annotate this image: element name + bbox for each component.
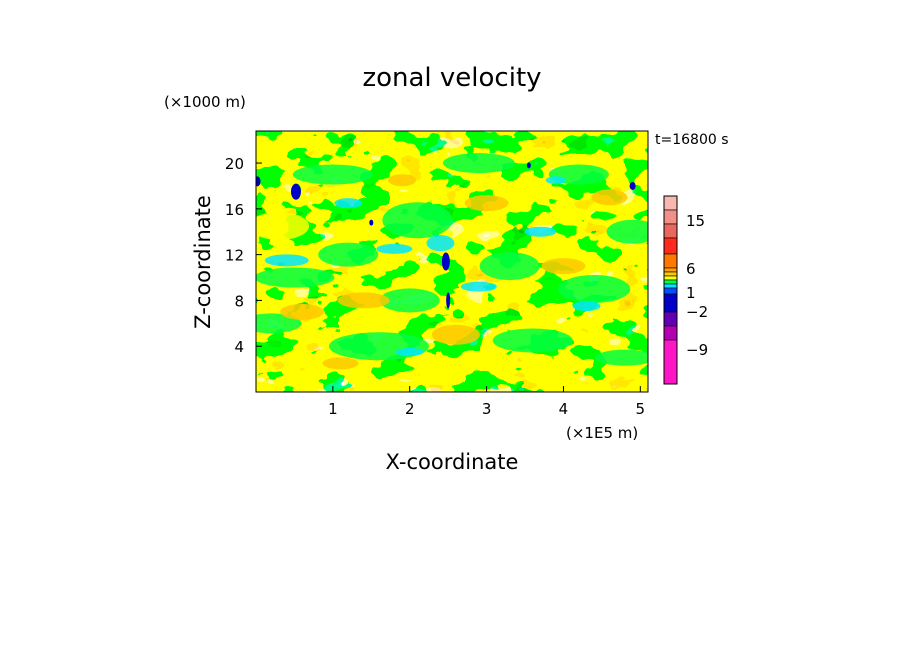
field-feature [369,219,374,226]
field-feature [382,202,453,239]
colorbar-tick-label: −9 [686,341,708,359]
field-feature [318,242,379,267]
field-feature [541,258,586,275]
x-tick-label: 1 [328,400,338,418]
field-feature [376,243,413,254]
field-feature [606,219,648,244]
field-feature [256,212,310,241]
field-feature [426,235,455,252]
chart-title: zonal velocity [362,63,541,93]
field-feature [629,181,636,190]
colorbar-swatch [663,283,678,289]
colorbar-tick-label: 15 [686,212,705,230]
field-feature [524,226,557,237]
field-feature [395,347,424,356]
colorbar-swatch [663,287,678,295]
y-tick-label: 16 [225,201,244,219]
field-feature [334,198,363,209]
y-tick-label: 12 [225,247,244,265]
field-feature [337,292,390,309]
field-feature [256,267,335,288]
field-feature [526,162,531,169]
field-feature [464,195,509,212]
colorbar-frame [663,195,678,385]
y-tick-label: 4 [234,338,244,356]
x-tick-label: 4 [559,400,569,418]
field-feature [442,153,515,174]
colorbar-swatch [663,223,678,239]
field-feature [379,288,440,313]
colorbar: 15 6 1−2 −9 [663,195,708,385]
y-tick-label: 20 [225,155,244,173]
field-feature [256,176,261,187]
x-axis-ticks: 1 2 3 4 5 [328,386,645,418]
field-feature [290,183,301,200]
colorbar-swatch [663,209,678,225]
heatmap-features [256,153,648,370]
colorbar-tick-label: 6 [686,260,696,278]
colorbar-swatch [663,267,678,273]
field-feature [264,254,309,267]
y-axis-label: Z-coordinate [191,195,215,329]
field-feature [388,174,417,187]
field-feature [572,301,601,312]
colorbar-swatch [663,195,678,211]
colorbar-swatch [663,253,678,269]
x-tick-label: 3 [482,400,492,418]
field-feature [441,252,450,271]
time-label: t=16800 s [655,132,729,148]
x-tick-label: 5 [636,400,646,418]
field-feature [479,252,540,281]
colorbar-swatch [663,339,678,385]
field-feature [460,281,497,292]
colorbar-tick-label: −2 [686,303,708,321]
colorbar-swatch [663,311,678,327]
colorbar-swatch [663,237,678,255]
field-feature [328,332,429,361]
plot-frame [255,130,649,393]
field-feature [545,176,566,185]
colorbar-swatch [663,271,678,277]
x-tick-label: 2 [405,400,415,418]
x-unit-label: (×1E5 m) [566,424,638,442]
colorbar-swatch [663,293,678,313]
field-feature [322,357,359,370]
field-feature [431,324,480,345]
field-feature [292,164,373,185]
colorbar-tick-label: 1 [686,284,696,302]
field-feature [558,274,631,303]
field-feature [594,349,648,366]
y-unit-label: (×1000 m) [164,93,246,111]
colorbar-swatch [663,279,678,285]
field-feature [446,292,451,309]
colorbar-swatch [663,325,678,341]
field-feature [280,303,325,320]
field-feature [591,189,628,206]
y-tick-label: 8 [234,292,244,310]
x-axis-label: X-coordinate [386,450,519,474]
field-feature [492,328,573,353]
colorbar-swatch [663,275,678,281]
y-axis-ticks: 4 8 12 16 20 [225,155,262,356]
